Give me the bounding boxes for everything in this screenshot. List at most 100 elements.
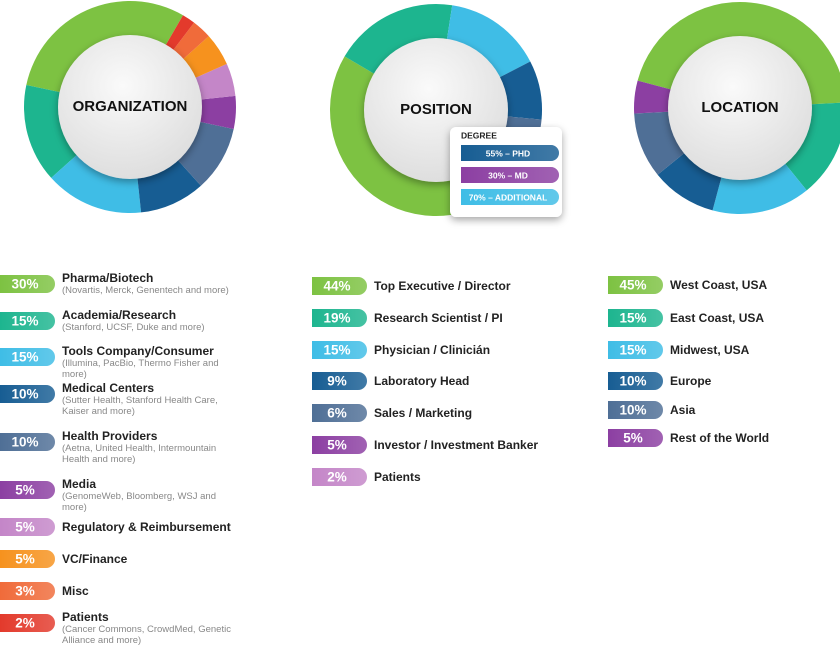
percent-badge-shine <box>312 309 367 327</box>
legend-name: Patients <box>62 610 109 624</box>
legend-name: Medical Centers <box>62 381 155 395</box>
percent-badge-label: 6% <box>327 406 347 421</box>
legend-name: Midwest, USA <box>670 343 750 357</box>
percent-badge-shine <box>312 277 367 295</box>
donut-segment <box>193 63 236 100</box>
degree-title: DEGREE <box>461 130 497 140</box>
legend-row: Asia <box>670 403 840 417</box>
degree-badge-label: 30% – MD <box>488 170 528 180</box>
legend-row: Academia/Research (Stanford, UCSF, Duke a… <box>62 308 262 333</box>
donut-segment <box>24 84 78 178</box>
degree-badge-shine <box>461 167 559 183</box>
legend-row: Investor / Investment Banker <box>374 438 574 452</box>
legend-name: Misc <box>62 584 89 598</box>
legend-row: Medical Centers (Sutter Health, Stanford … <box>62 381 262 417</box>
legend-row: Patients (Cancer Commons, CrowdMed, Genet… <box>62 610 262 646</box>
donut-title: LOCATION <box>701 99 778 116</box>
percent-badge-shine <box>0 582 55 600</box>
legend-name: Asia <box>670 403 696 417</box>
donut-segment <box>137 159 201 213</box>
percent-badge-shine <box>312 404 367 422</box>
percent-badge-label: 10% <box>11 435 38 450</box>
donut-center <box>668 36 812 180</box>
percent-badge-shine <box>608 429 663 447</box>
legend-row: Misc <box>62 584 262 598</box>
legend-row: Rest of the World <box>670 431 840 445</box>
legend-name: Europe <box>670 374 712 388</box>
legend-name: Research Scientist / PI <box>374 311 503 325</box>
percent-badge-shine <box>312 436 367 454</box>
legend-name: Health Providers <box>62 429 158 443</box>
percent-badge-label: 5% <box>327 438 347 453</box>
legend-note: (Sutter Health, Stanford Health Care, Ka… <box>62 395 218 417</box>
donut-segment <box>329 56 502 217</box>
legend-note: (Cancer Commons, CrowdMed, Genetic Allia… <box>62 624 231 646</box>
legend-name: Academia/Research <box>62 308 177 322</box>
legend-row: Pharma/Biotech (Novartis, Merck, Genentec… <box>62 271 262 296</box>
donut-segment <box>637 2 840 105</box>
legend-name: Investor / Investment Banker <box>374 438 539 452</box>
legend-name: West Coast, USA <box>670 278 768 292</box>
legend-name: Top Executive / Director <box>374 279 511 293</box>
degree-badge-shine <box>461 189 559 205</box>
percent-badge-label: 30% <box>11 277 38 292</box>
percent-badge-shine <box>0 550 55 568</box>
legend-row: West Coast, USA <box>670 278 840 292</box>
legend-row: Top Executive / Director <box>374 279 574 293</box>
donut-segment <box>26 1 183 93</box>
percent-badge-shine <box>608 309 663 327</box>
percent-badge-label: 15% <box>619 343 646 358</box>
percent-badge-label: 2% <box>327 470 347 485</box>
donut-segment <box>498 61 542 120</box>
percent-badge-label: 5% <box>15 520 35 535</box>
percent-badge-label: 2% <box>15 616 35 631</box>
donut-segment <box>172 22 209 61</box>
legend-name: Laboratory Head <box>374 374 470 388</box>
percent-badge-shine <box>0 348 55 366</box>
percent-badge-shine <box>608 401 663 419</box>
percent-badge-label: 5% <box>15 483 35 498</box>
legend-note: (Aetna, United Health, Intermountain Hea… <box>62 443 217 465</box>
percent-badge-shine <box>0 275 55 293</box>
percent-badge-label: 45% <box>619 278 646 293</box>
legend-row: Midwest, USA <box>670 343 840 357</box>
degree-badge-label: 55% – PHD <box>486 148 530 158</box>
legend-row: VC/Finance <box>62 552 262 566</box>
percent-badge-shine <box>0 385 55 403</box>
legend-name: Sales / Marketing <box>374 406 473 420</box>
legend-name: VC/Finance <box>62 552 128 566</box>
donut-segment <box>344 3 453 75</box>
percent-badge-label: 10% <box>619 403 646 418</box>
donut-segment <box>446 5 531 79</box>
donut-segment <box>712 162 807 214</box>
percent-badge-shine <box>312 341 367 359</box>
legend-name: East Coast, USA <box>670 311 765 325</box>
percent-badge-label: 15% <box>323 343 350 358</box>
percent-badge-label: 19% <box>323 311 350 326</box>
donut-segment <box>182 36 227 79</box>
degree-badge-label: 70% – ADDITIONAL <box>469 192 548 202</box>
legend-row: Physician / Clinicián <box>374 343 574 357</box>
legend-row: Patients <box>374 470 574 484</box>
legend-name: Tools Company/Consumer <box>62 344 214 358</box>
percent-badge-shine <box>0 312 55 330</box>
percent-badge-shine <box>312 468 367 486</box>
legend-row: Health Providers (Aetna, United Health, I… <box>62 429 262 465</box>
percent-badge-shine <box>608 341 663 359</box>
percent-badge-shine <box>0 433 55 451</box>
percent-badge-shine <box>608 372 663 390</box>
legend-row: Tools Company/Consumer (Illumina, PacBio,… <box>62 344 262 380</box>
percent-badge-label: 10% <box>619 374 646 389</box>
percent-badge-label: 44% <box>323 279 350 294</box>
legend-row: Sales / Marketing <box>374 406 574 420</box>
donut-segment <box>165 15 195 52</box>
legend-row: Europe <box>670 374 840 388</box>
percent-badge-shine <box>608 276 663 294</box>
legend-name: Patients <box>374 470 421 484</box>
legend-name: Media <box>62 477 97 491</box>
percent-badge-label: 10% <box>11 387 38 402</box>
percent-badge-label: 9% <box>327 374 347 389</box>
legend-name: Physician / Clinicián <box>374 343 491 357</box>
